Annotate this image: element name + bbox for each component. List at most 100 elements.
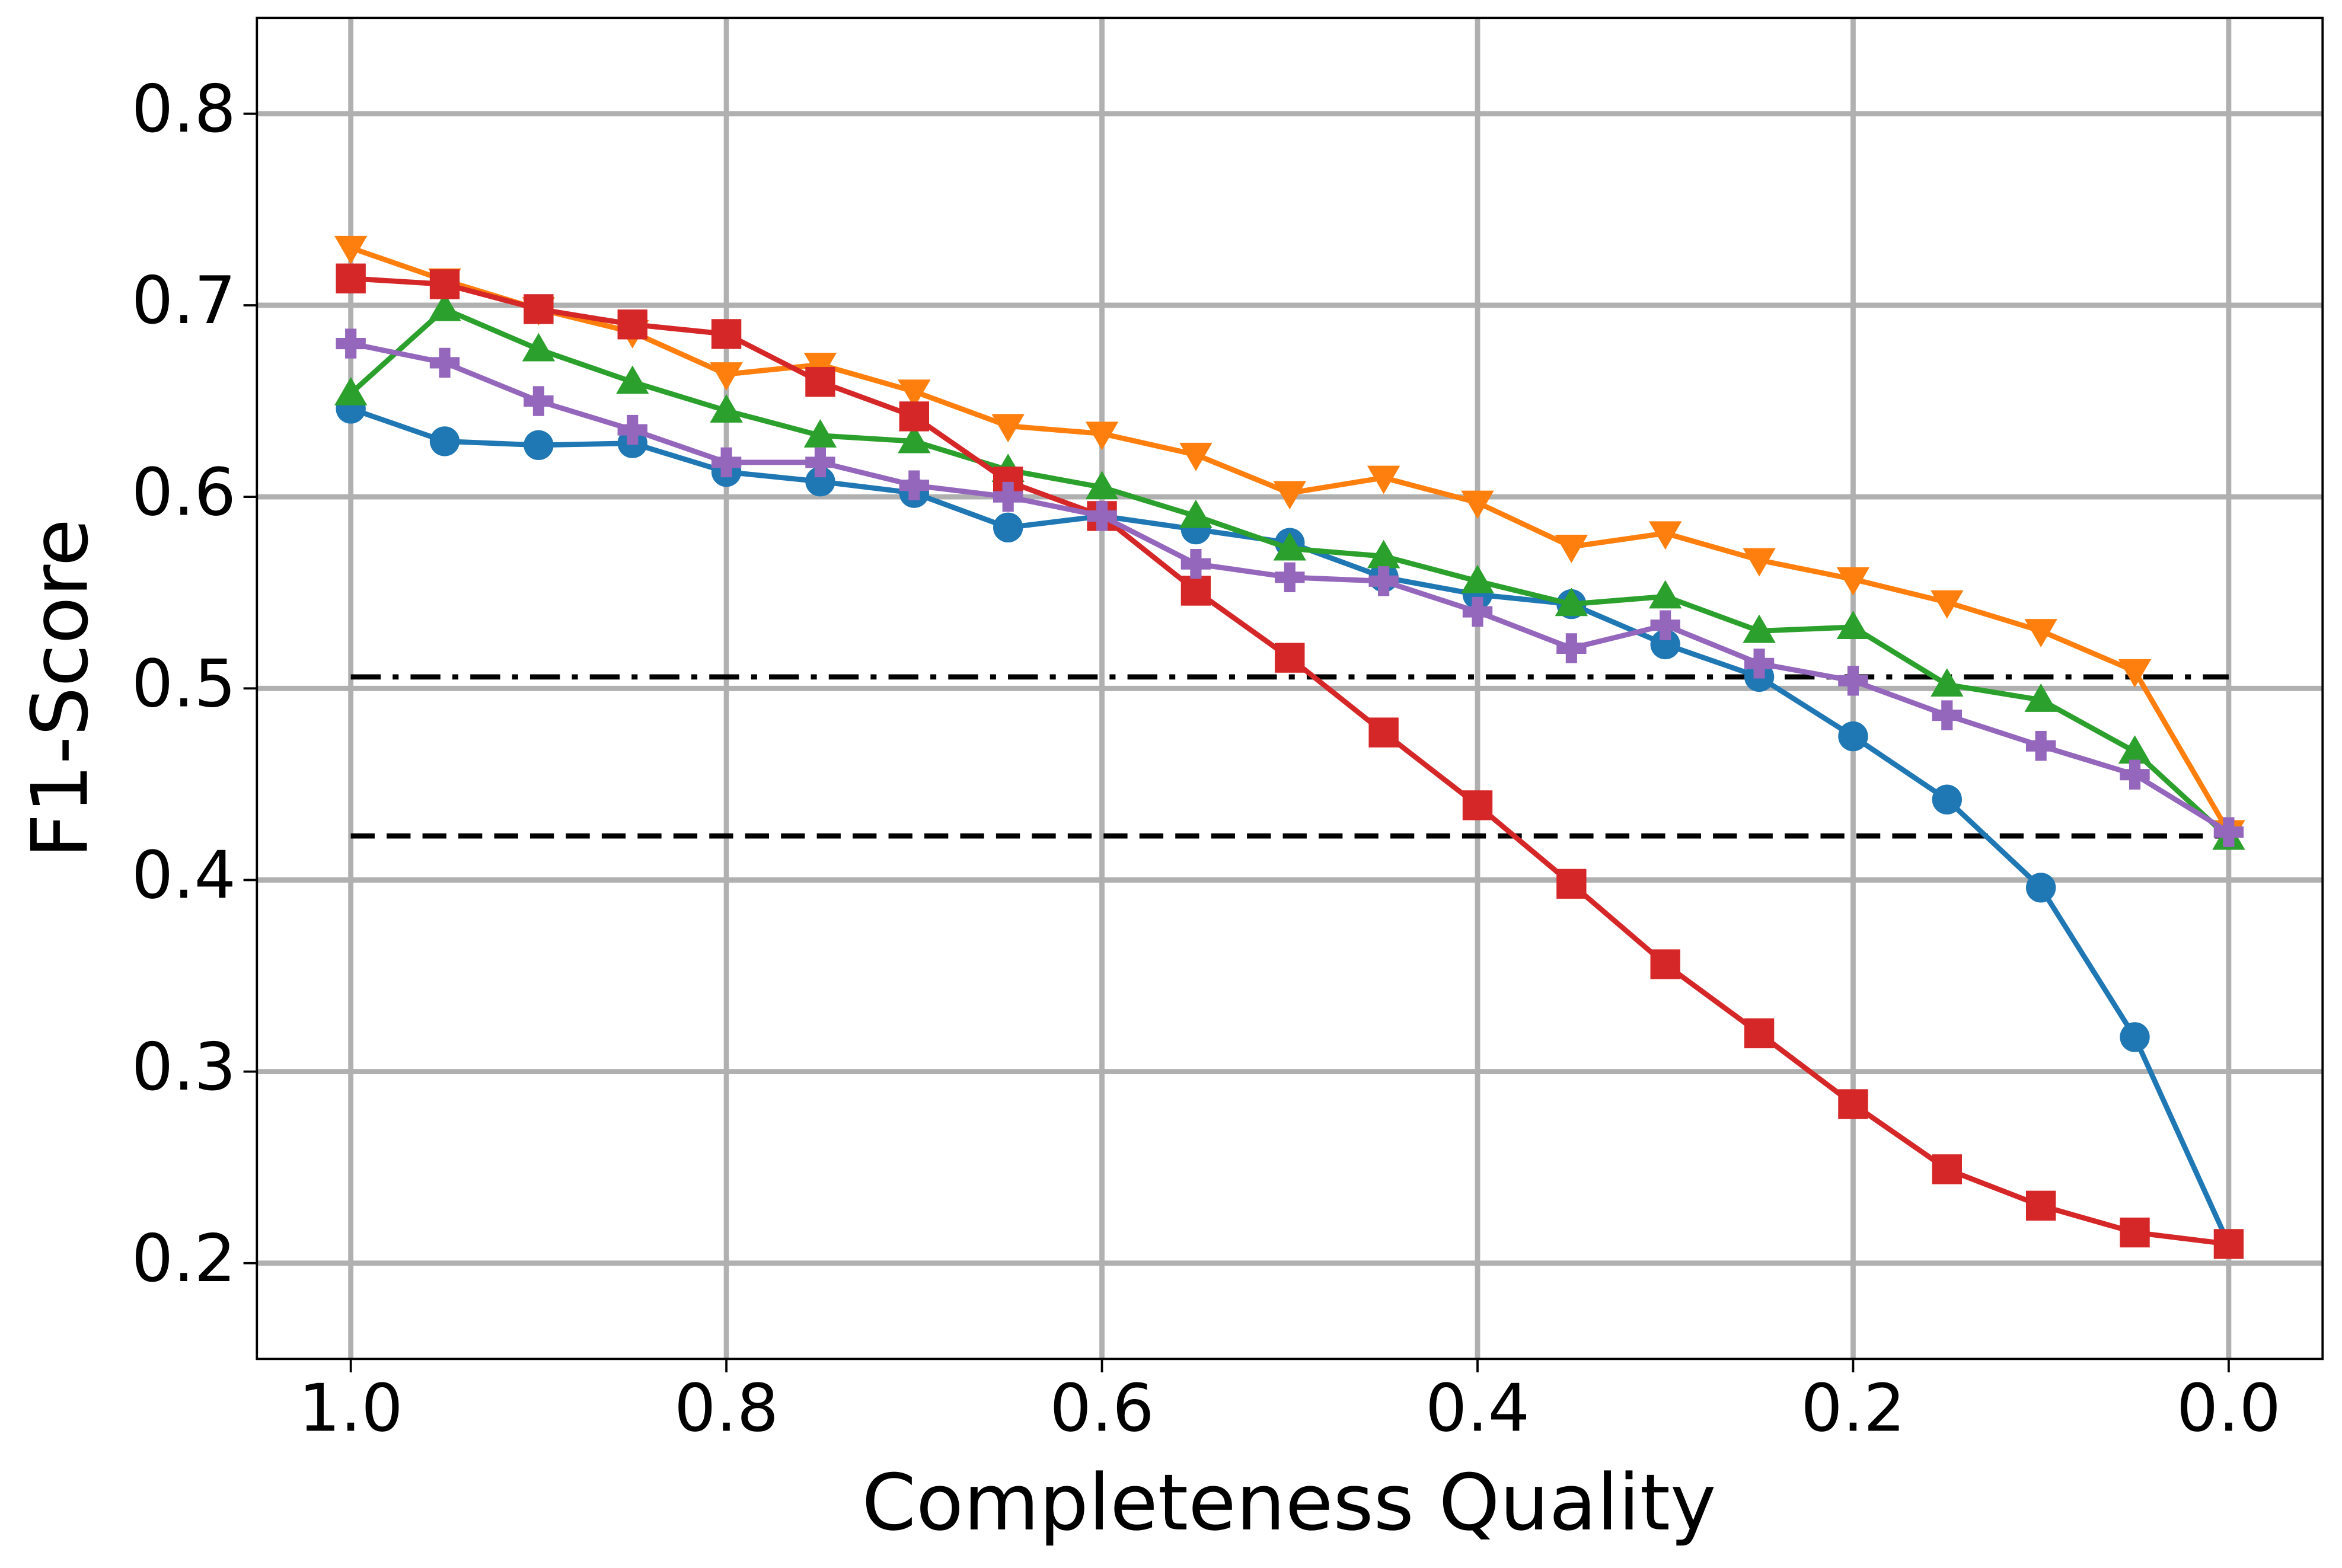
data-point [1462,596,1493,627]
x-tick-label: 0.8 [674,1370,778,1446]
data-point [1273,532,1306,561]
data-point [1368,566,1399,596]
data-point [1744,649,1775,679]
data-point [1367,539,1400,569]
data-point [2025,1190,2056,1221]
data-point [805,447,835,478]
data-point [1179,499,1213,528]
data-point [899,470,930,500]
data-point [2118,735,2152,764]
data-point [803,352,837,381]
data-point [993,512,1023,543]
data-point [336,263,366,293]
data-point [899,401,930,432]
plot-frame [256,17,2324,1361]
data-point [2025,731,2056,761]
data-point [1650,610,1680,640]
data-point [1836,611,1870,640]
data-point [1180,576,1211,606]
y-tick-label: 0.5 [132,646,236,723]
data-point [524,294,554,324]
y-tick-label: 0.4 [132,838,236,914]
data-point [1932,784,1962,815]
y-axis-label: F1-Score [14,519,105,858]
y-tick-label: 0.8 [132,71,236,148]
y-tick-label: 0.2 [132,1221,236,1297]
data-point [1649,521,1682,550]
y-tick-label: 0.3 [132,1029,236,1106]
data-point [711,447,742,478]
x-tick-label: 1.0 [299,1370,403,1446]
data-point [1180,549,1211,579]
data-point [1555,587,1588,617]
data-point [2025,873,2056,903]
x-tick-label: 0.4 [1425,1370,1530,1446]
data-point [617,414,647,445]
data-point [1085,421,1119,451]
data-point [428,292,461,321]
data-point [1931,590,1964,619]
data-point [898,379,931,408]
data-point [1462,790,1493,820]
data-point [429,269,460,299]
data-point [1461,490,1494,519]
data-point [1932,700,1962,730]
data-point [1556,633,1587,663]
data-point [2024,619,2057,648]
y-tick-label: 0.7 [132,263,236,339]
data-point [1085,471,1119,500]
data-point [2024,683,2057,712]
data-point [711,319,742,349]
x-axis-label: Completeness Quality [862,1457,1716,1548]
data-point [1555,534,1588,563]
data-point [1838,721,1868,752]
data-point [1650,629,1680,660]
data-point [1273,481,1306,510]
data-point [710,362,743,391]
x-tick-label: 0.2 [1801,1370,1905,1446]
x-tick-label: 0.6 [1049,1370,1154,1446]
data-point [1836,567,1870,596]
data-point [2120,1217,2150,1248]
data-point [1744,1018,1775,1049]
data-point [1087,501,1117,531]
data-point [616,365,649,394]
data-point [805,367,835,397]
data-point [803,419,837,448]
data-point [1367,465,1400,494]
data-point [1650,949,1680,979]
x-tick-label: 0.0 [2177,1370,2281,1446]
data-point [710,394,743,423]
data-point [429,426,460,456]
data-point [524,386,554,416]
data-point [1556,868,1587,899]
data-point [2213,1229,2244,1259]
data-point [1461,564,1494,593]
data-point [336,328,366,359]
data-point [2118,659,2152,688]
data-point [334,376,368,405]
data-point [898,424,931,454]
data-point [1931,668,1964,697]
data-point [334,235,368,264]
data-point [1275,643,1305,673]
data-point [805,467,835,497]
data-point [617,309,647,340]
data-point [1368,717,1399,748]
data-point [2213,817,2244,847]
data-point [1743,548,1776,577]
data-point [1838,666,1868,696]
data-point [522,333,556,362]
data-point [993,481,1023,512]
data-point [1838,1089,1868,1119]
y-tick-label: 0.6 [132,454,236,531]
data-point [991,414,1025,443]
data-point [1649,580,1682,609]
data-point [524,430,554,461]
data-point [1743,614,1776,643]
data-point [429,347,460,378]
data-point [2120,1022,2150,1052]
data-point [1179,442,1213,471]
